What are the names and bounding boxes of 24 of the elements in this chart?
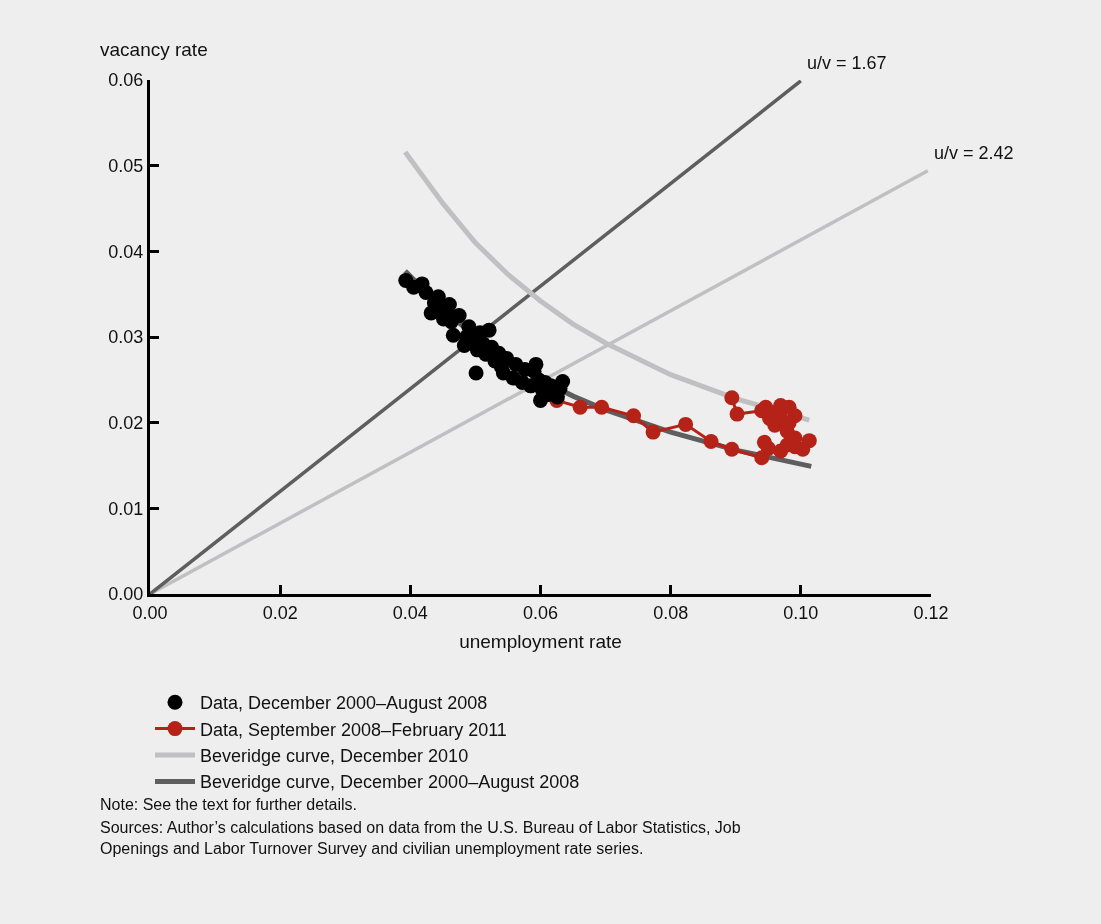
x-tick-label: 0.00 bbox=[132, 602, 168, 623]
y-tick-label: 0.06 bbox=[108, 70, 144, 91]
annotation: u/v = 1.67 bbox=[807, 53, 887, 73]
text: Note: See the text for further details. bbox=[100, 796, 358, 813]
legend-label: Data, September 2008–February 2011 bbox=[200, 719, 507, 740]
legend-label: Beveridge curve, December 2010 bbox=[200, 746, 469, 767]
x-tick-label: 0.08 bbox=[653, 602, 689, 623]
source-note: Sources: Author’s calculations based on data from the U.S. Bureau of Labor Statistics, Job Openings and Labor Turnover Survey and civilian unemployment rate series. bbox=[100, 819, 741, 857]
x-tick-label: 0.12 bbox=[913, 602, 949, 623]
y-tick-label: 0.01 bbox=[108, 498, 144, 519]
x-axis-title: unemployment rate bbox=[459, 631, 622, 653]
y-axis-title: vacancy rate bbox=[100, 39, 208, 60]
legend-label: Data, December 2000–August 2008 bbox=[200, 693, 488, 714]
y-tick-label: 0.04 bbox=[108, 241, 144, 262]
y-tick-label: 0.05 bbox=[108, 155, 144, 176]
x-tick-label: 0.04 bbox=[392, 602, 428, 623]
y-tick-label: 0.02 bbox=[108, 412, 144, 433]
annotation: u/v = 2.42 bbox=[934, 143, 1014, 163]
x-tick-label: 0.06 bbox=[522, 602, 559, 623]
y-tick-label: 0.00 bbox=[108, 584, 144, 605]
x-tick-label: 0.10 bbox=[783, 602, 819, 623]
legend-label: Beveridge curve, December 2000–August 2008 bbox=[200, 772, 580, 793]
y-tick-label: 0.03 bbox=[108, 327, 144, 348]
x-tick-label: 0.02 bbox=[262, 602, 298, 623]
